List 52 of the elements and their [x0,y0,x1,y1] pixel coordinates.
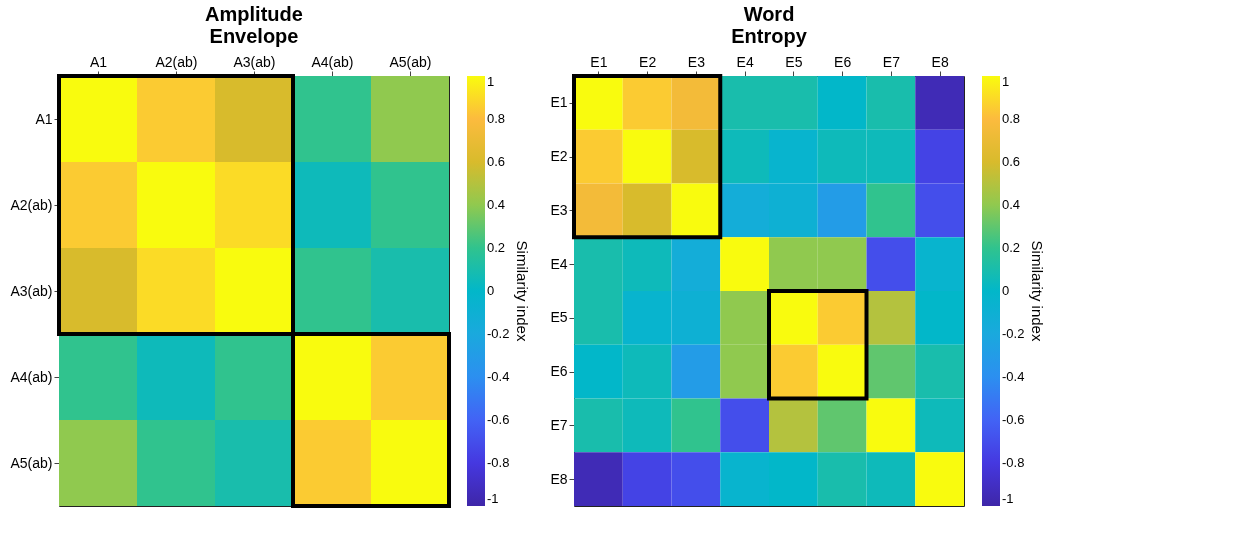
color-bar-label: 0 [1002,283,1010,298]
color-bar-label: -0.4 [1002,369,1025,384]
color-bar-title: Similarity index [514,240,531,342]
color-bar-label: -1 [487,491,499,506]
y-tick-label: E8 [550,470,568,487]
color-bar-label: 0.8 [1002,111,1021,126]
color-bar-label: 0.6 [1002,154,1021,169]
x-tick-label: A4(ab) [311,53,354,70]
color-bar-label: 1 [1002,74,1010,89]
x-tick-label: E3 [687,53,706,70]
color-bar-label: -0.6 [487,412,510,427]
y-tick-label: A3(ab) [10,282,53,299]
color-bar-label: 0.4 [1002,197,1021,212]
x-tick-label: A3(ab) [233,53,276,70]
color-bar-label: -0.4 [487,369,510,384]
y-tick-label: A2(ab) [10,196,53,213]
y-tick-label: E1 [550,94,568,111]
color-bar-label: 1 [487,74,495,89]
x-tick-label: E2 [639,53,657,70]
color-bar-label: 0.2 [1002,240,1021,255]
y-tick-label: E3 [550,201,568,218]
x-tick-label: A5(ab) [389,53,432,70]
y-tick-label: A4(ab) [10,368,53,385]
color-bar-label: -0.6 [1002,412,1025,427]
color-bar-label: -0.2 [1002,326,1025,341]
x-tick-label: A1 [89,53,108,70]
x-tick-label: E8 [931,53,949,70]
y-tick-label: A5(ab) [10,454,53,471]
y-tick-label: A1 [35,110,53,127]
x-tick-label: E5 [785,53,803,70]
x-tick-label: E4 [736,53,754,70]
x-tick-label: A2(ab) [155,53,198,70]
y-tick-label: E2 [550,148,568,165]
color-bar-label: -1 [1002,491,1014,506]
color-bar-title: Similarity index [1029,240,1046,342]
color-bar-label: 0.6 [487,154,506,169]
color-bar-label: -0.8 [1002,455,1025,470]
y-tick-label: E4 [550,255,568,272]
x-tick-label: E1 [590,53,608,70]
chart-title: Amplitude Envelope [205,3,303,47]
x-tick-label: E6 [834,53,852,70]
color-bar-label: 0 [487,283,495,298]
color-bar-label: -0.8 [487,455,510,470]
y-tick-label: E5 [550,309,568,326]
color-bar-label: 0.2 [487,240,506,255]
y-tick-label: E7 [550,416,568,433]
color-bar-label: 0.4 [487,197,506,212]
color-bar-label: -0.2 [487,326,510,341]
x-tick-label: E7 [882,53,901,70]
color-bar-label: 0.8 [487,111,506,126]
chart-title: Word Entropy [731,3,808,47]
y-tick-label: E6 [550,363,568,380]
